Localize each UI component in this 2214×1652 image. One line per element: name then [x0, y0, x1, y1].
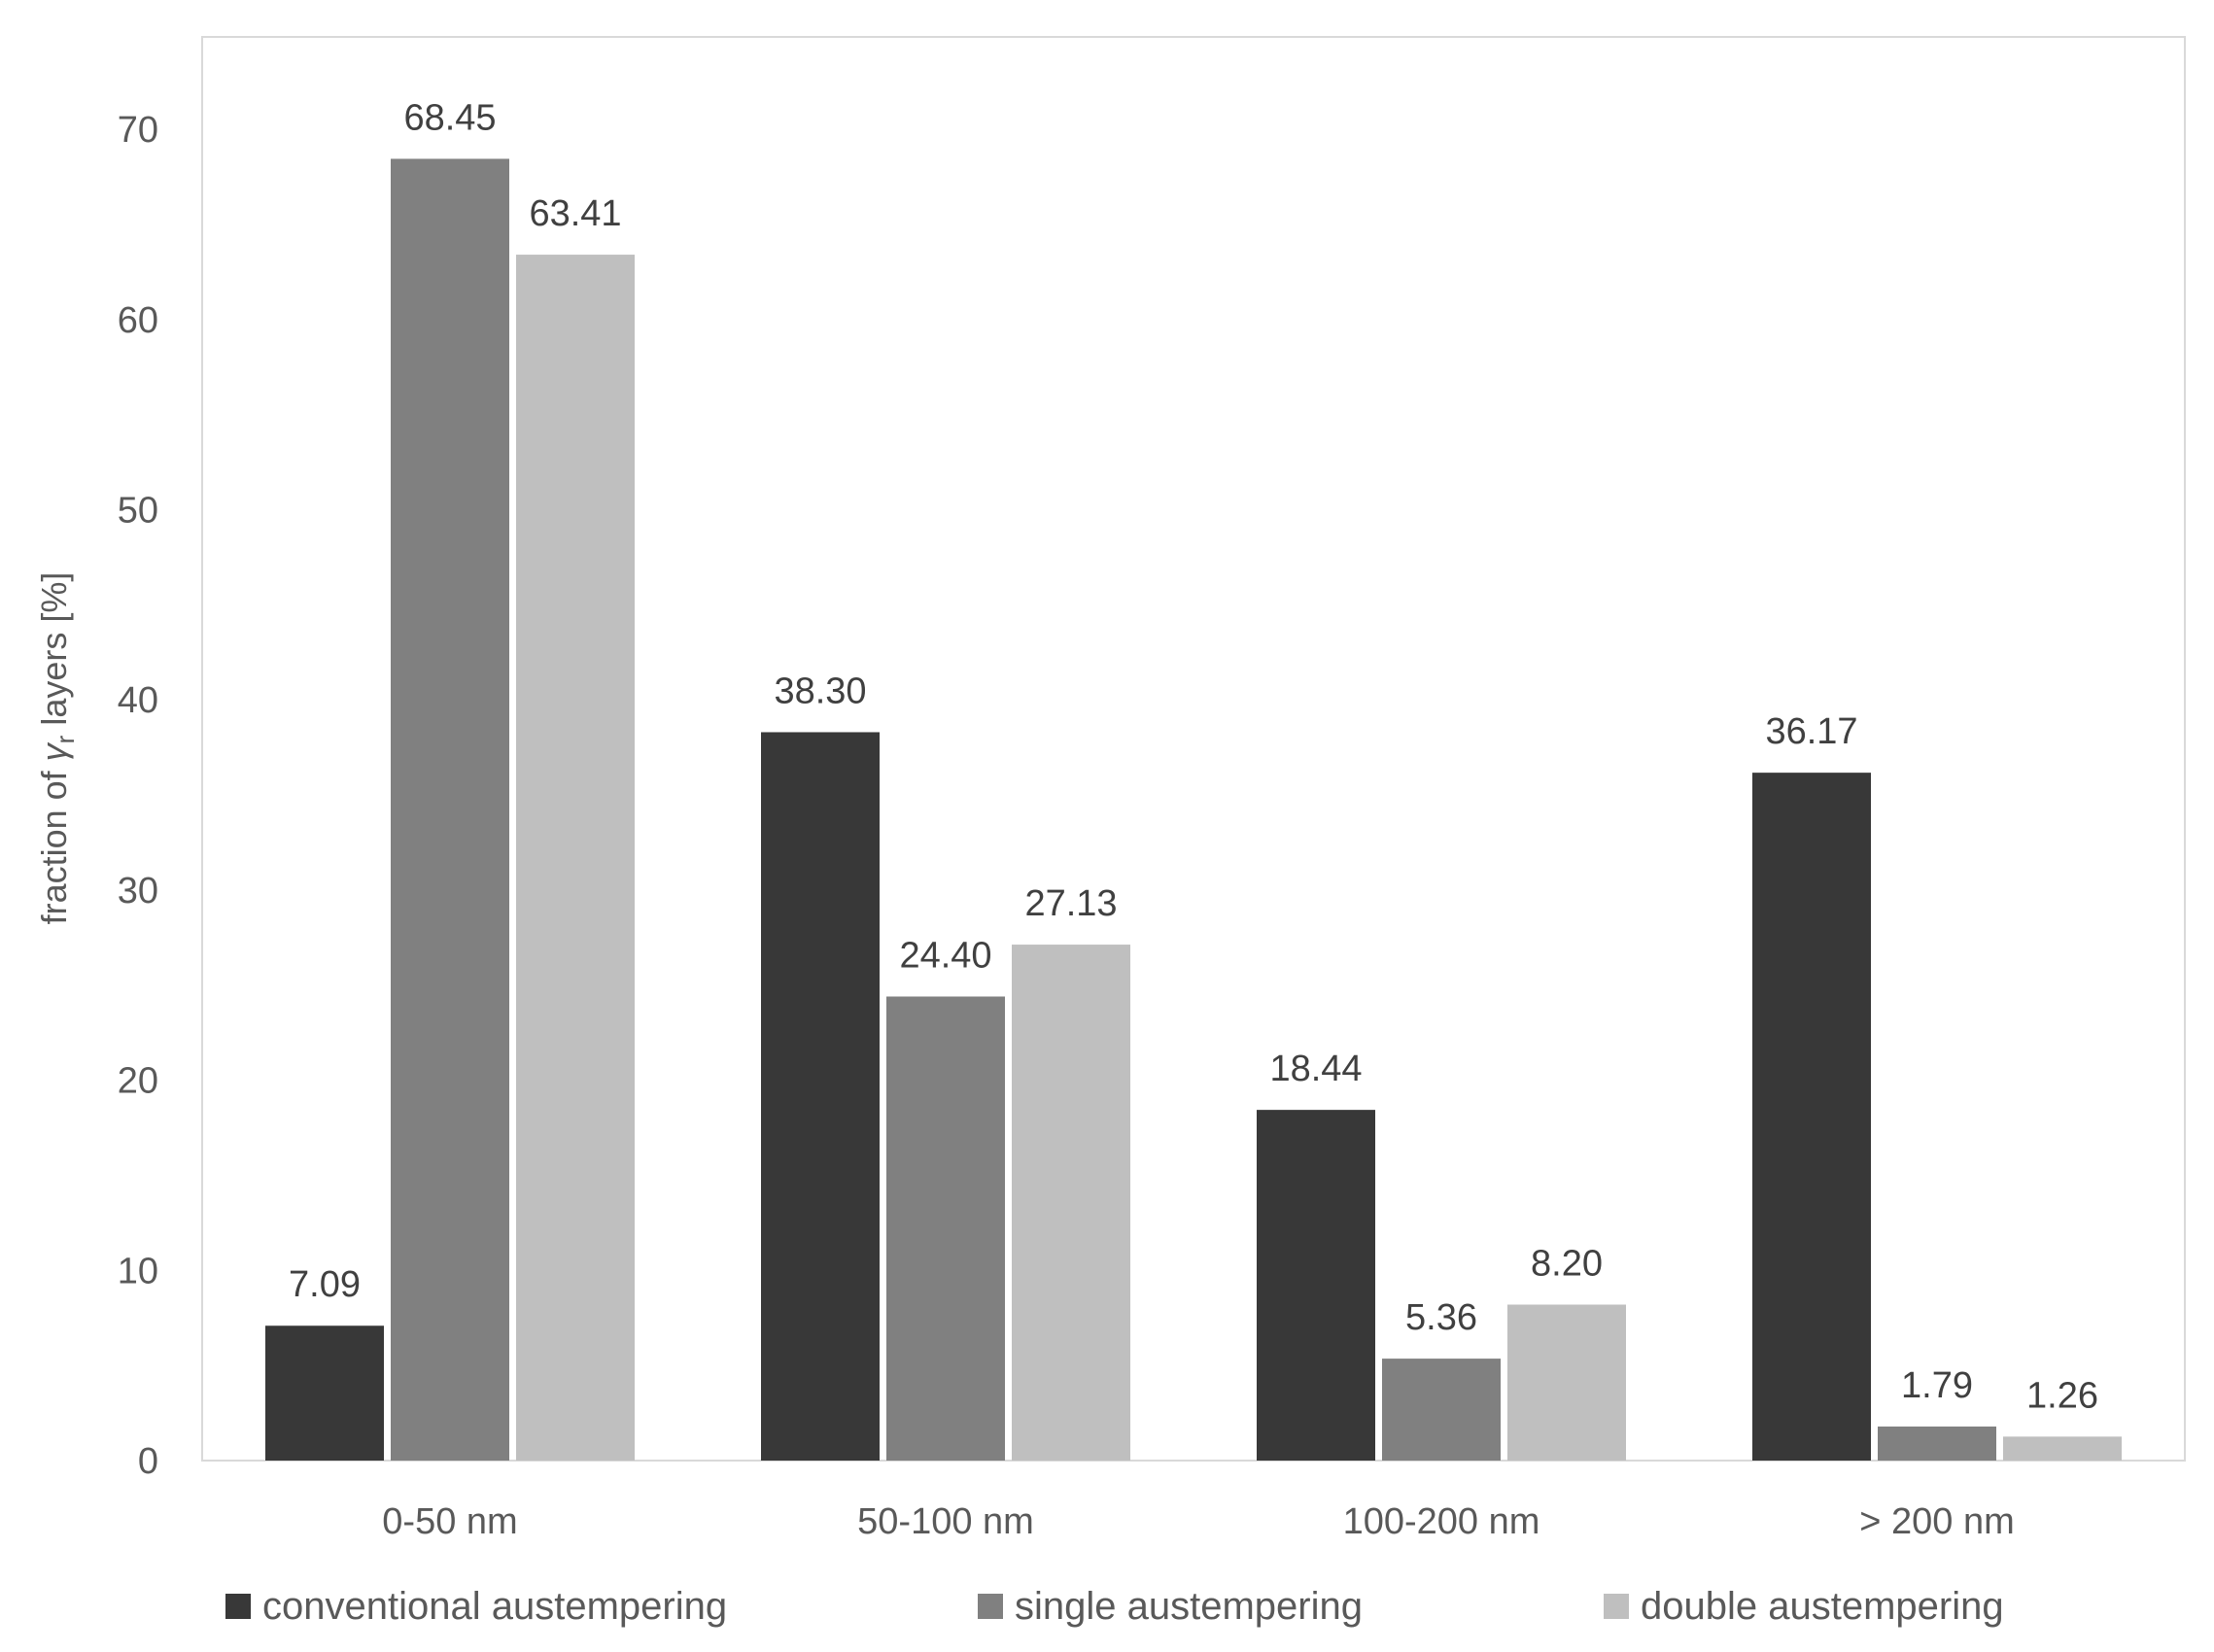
y-axis-title-prefix: fraction of	[34, 761, 74, 924]
legend-label: single austempering	[1015, 1585, 1363, 1628]
bar-2-2	[886, 996, 1005, 1461]
y-axis-ticks: 0 10 20 30 40 50 60 70	[118, 110, 158, 1482]
y-tick-label: 70	[118, 110, 158, 151]
y-tick-label: 30	[118, 871, 158, 912]
y-tick-label: 50	[118, 491, 158, 532]
data-labels: 7.09 68.45 63.41 38.30 24.40 27.13 18.44 5.36 8.…	[289, 97, 2098, 1416]
data-label: 68.45	[403, 97, 496, 138]
data-label: 7.09	[289, 1264, 361, 1305]
data-label: 36.17	[1765, 711, 1857, 752]
bars	[265, 158, 2122, 1462]
legend-swatch	[1604, 1594, 1629, 1619]
bar-3-2	[1012, 945, 1130, 1461]
bar-2-1	[391, 158, 509, 1462]
data-label: 24.40	[899, 935, 991, 976]
data-label: 1.26	[2026, 1375, 2098, 1416]
legend-label: conventional austempering	[262, 1585, 727, 1628]
y-axis-title-symbol: γ	[34, 741, 74, 761]
y-axis-title-suffix: layers [%]	[34, 572, 74, 736]
bar-1-1	[265, 1325, 384, 1461]
data-label: 63.41	[529, 193, 621, 234]
y-tick-label: 20	[118, 1061, 158, 1102]
y-axis-title-subscript: r	[51, 735, 80, 743]
category-labels: 0-50 nm 50-100 nm 100-200 nm > 200 nm	[382, 1501, 2014, 1542]
bar-3-4	[2003, 1436, 2122, 1461]
bar-1-4	[1752, 773, 1871, 1461]
data-label: 8.20	[1531, 1244, 1603, 1285]
data-label: 1.79	[1901, 1365, 1973, 1406]
data-label: 18.44	[1269, 1049, 1362, 1089]
y-axis-title: fraction of γr layers [%]	[34, 572, 80, 925]
y-tick-label: 10	[118, 1251, 158, 1291]
legend-swatch	[225, 1594, 251, 1619]
data-label: 27.13	[1024, 883, 1117, 924]
legend-swatch	[978, 1594, 1003, 1619]
data-label: 38.30	[774, 671, 866, 711]
legend-label: double austempering	[1641, 1585, 2004, 1628]
bar-2-3	[1382, 1359, 1501, 1461]
bar-3-1	[516, 255, 635, 1462]
bar-2-4	[1878, 1426, 1996, 1461]
category-label: 0-50 nm	[382, 1501, 517, 1542]
data-label: 5.36	[1405, 1297, 1477, 1338]
bar-1-3	[1257, 1110, 1375, 1461]
y-tick-label: 60	[118, 300, 158, 341]
category-label: > 200 nm	[1859, 1501, 2015, 1542]
legend: conventional austempering single austempe…	[225, 1585, 2004, 1628]
y-tick-label: 0	[138, 1441, 158, 1482]
bar-3-3	[1507, 1304, 1626, 1461]
bar-1-2	[761, 732, 880, 1461]
y-tick-label: 40	[118, 680, 158, 721]
category-label: 100-200 nm	[1343, 1501, 1540, 1542]
category-label: 50-100 nm	[857, 1501, 1034, 1542]
